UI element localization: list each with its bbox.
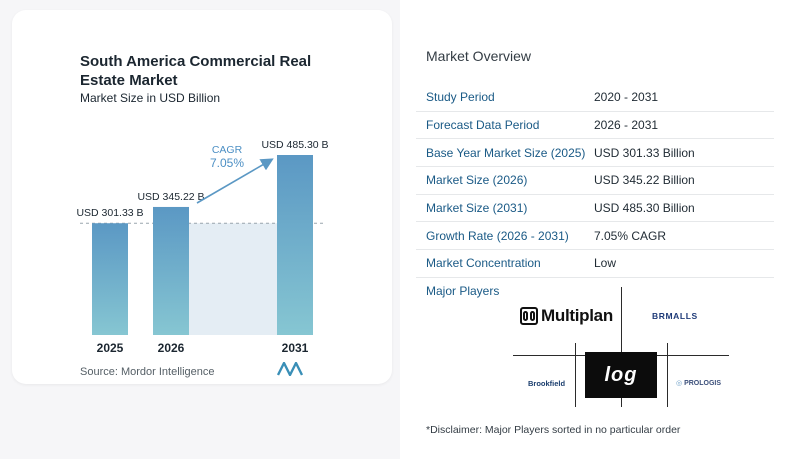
overview-title: Market Overview [426,48,532,64]
bar-chart: USD 301.33 B 2025 USD 345.22 B 2026 USD 485.… [76,139,328,355]
source-text: Source: Mordor Intelligence [80,366,215,378]
tick-label: 2031 [282,341,309,355]
overview-label: Market Size (2031) [426,201,528,216]
cagr-arrow [196,158,274,204]
players-divider [575,343,576,407]
data-label: USD 485.30 B [261,139,328,151]
overview-label: Study Period [426,90,495,105]
bar-2031 [277,155,313,335]
overview-value: 7.05% CAGR [594,228,667,243]
growth-band [189,223,277,335]
cagr-label: CAGR [212,144,243,156]
overview-row: Growth Rate (2026 - 2031) 7.05% CAGR [416,222,774,251]
disclaimer-text: *Disclaimer: Major Players sorted in no … [426,424,681,436]
overview-row: Base Year Market Size (2025) USD 301.33 … [416,139,774,168]
brookfield-logo: Brookfield [528,379,566,388]
overview-row: Forecast Data Period 2026 - 2031 [416,112,774,140]
tick-label: 2025 [97,341,124,355]
overview-row: Market Size (2026) USD 345.22 Billion [416,167,774,195]
overview-table: Study Period 2020 - 2031 Forecast Data P… [416,84,774,278]
chart-title: South America Commercial Real Estate Mar… [80,53,312,89]
overview-value: USD 345.22 Billion [594,173,695,188]
prologis-logo: ◎ PROLOGIS [676,380,722,387]
bar-2026 [153,206,189,335]
multiplan-logo-icon [520,307,538,325]
data-label: USD 301.33 B [76,207,143,219]
bar-2025 [92,223,128,335]
overview-value: Low [594,256,617,271]
overview-label: Forecast Data Period [426,118,540,133]
players-divider [667,343,668,407]
major-players-title: Major Players [426,284,500,298]
overview-row: Market Size (2031) USD 485.30 Billion [416,195,774,223]
mordor-logo-icon [277,362,303,376]
log-logo: log [585,352,657,398]
cagr-value: 7.05% [210,156,244,170]
data-label: USD 345.22 B [137,191,204,203]
chart-subtitle: Market Size in USD Billion [80,91,221,105]
overview-value: USD 485.30 Billion [594,201,695,216]
overview-value: 2026 - 2031 [594,118,659,133]
players-divider [621,287,622,407]
overview-row: Market Concentration Low [416,250,774,278]
overview-label: Market Concentration [426,256,541,271]
overview-value: USD 301.33 Billion [594,145,695,160]
brmalls-logo: BRMALLS [652,311,698,321]
overview-label: Market Size (2026) [426,173,528,188]
overview-value: 2020 - 2031 [594,90,659,105]
overview-row: Study Period 2020 - 2031 [416,84,774,112]
overview-label: Growth Rate (2026 - 2031) [426,228,569,243]
multiplan-logo: Multiplan [520,306,613,326]
overview-label: Base Year Market Size (2025) [426,145,586,160]
tick-label: 2026 [158,341,185,355]
